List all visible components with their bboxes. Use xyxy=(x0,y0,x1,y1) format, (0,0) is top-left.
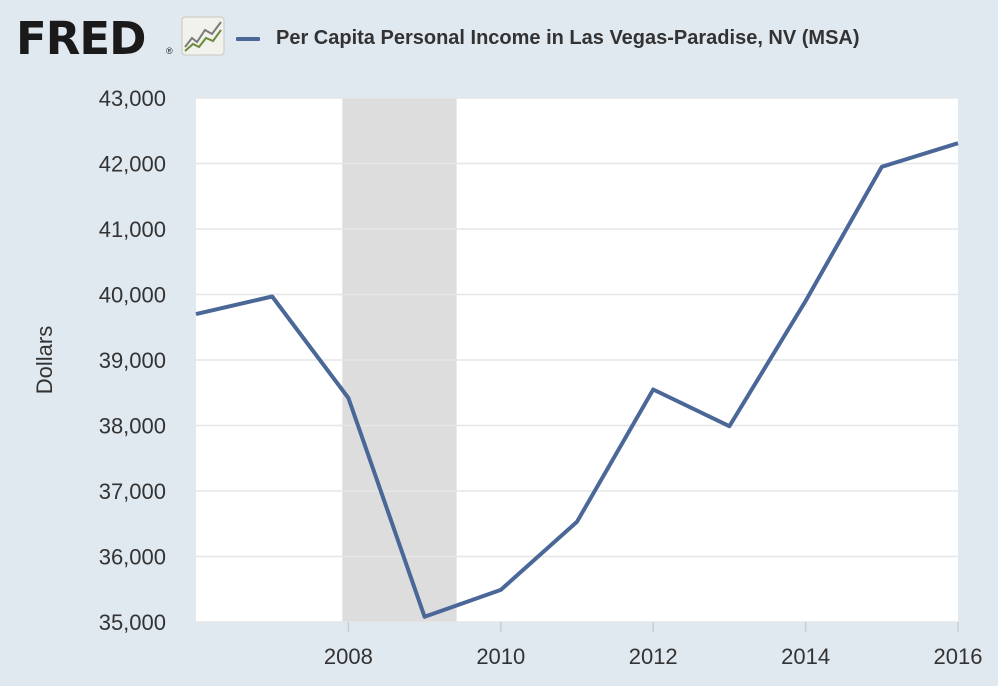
x-tick-label: 2012 xyxy=(629,644,678,669)
legend-swatch xyxy=(236,37,260,41)
x-tick-label: 2008 xyxy=(324,644,373,669)
series-line[interactable] xyxy=(195,141,959,619)
legend-label: Per Capita Personal Income in Las Vegas-… xyxy=(276,27,860,49)
gridlines xyxy=(196,97,958,623)
y-tick-label: 42,000 xyxy=(99,152,166,177)
series-layer xyxy=(195,141,959,619)
y-tick-label: 39,000 xyxy=(99,348,166,373)
x-tick-label: 2010 xyxy=(476,644,525,669)
fred-chart-logo-icon xyxy=(181,16,225,56)
y-tick-label: 36,000 xyxy=(99,545,166,570)
y-tick-label: 35,000 xyxy=(99,610,166,635)
x-tick-label: 2014 xyxy=(781,644,830,669)
y-tick-label: 41,000 xyxy=(99,217,166,242)
y-axis-ticks: 35,000 36,000 37,000 38,000 39,000 40,000 41,0… xyxy=(99,86,166,635)
x-axis-ticks: 2008 2010 2012 2014 2016 xyxy=(324,622,983,669)
fred-logo[interactable]: FRED xyxy=(16,12,146,65)
y-tick-label: 37,000 xyxy=(99,479,166,504)
x-tick-label: 2016 xyxy=(934,644,983,669)
registered-mark: ® xyxy=(166,46,173,56)
y-tick-label: 43,000 xyxy=(99,86,166,111)
y-tick-label: 40,000 xyxy=(99,283,166,308)
chart-header: FRED ® Per Capita Personal Income in Las… xyxy=(0,0,998,80)
y-tick-label: 38,000 xyxy=(99,414,166,439)
